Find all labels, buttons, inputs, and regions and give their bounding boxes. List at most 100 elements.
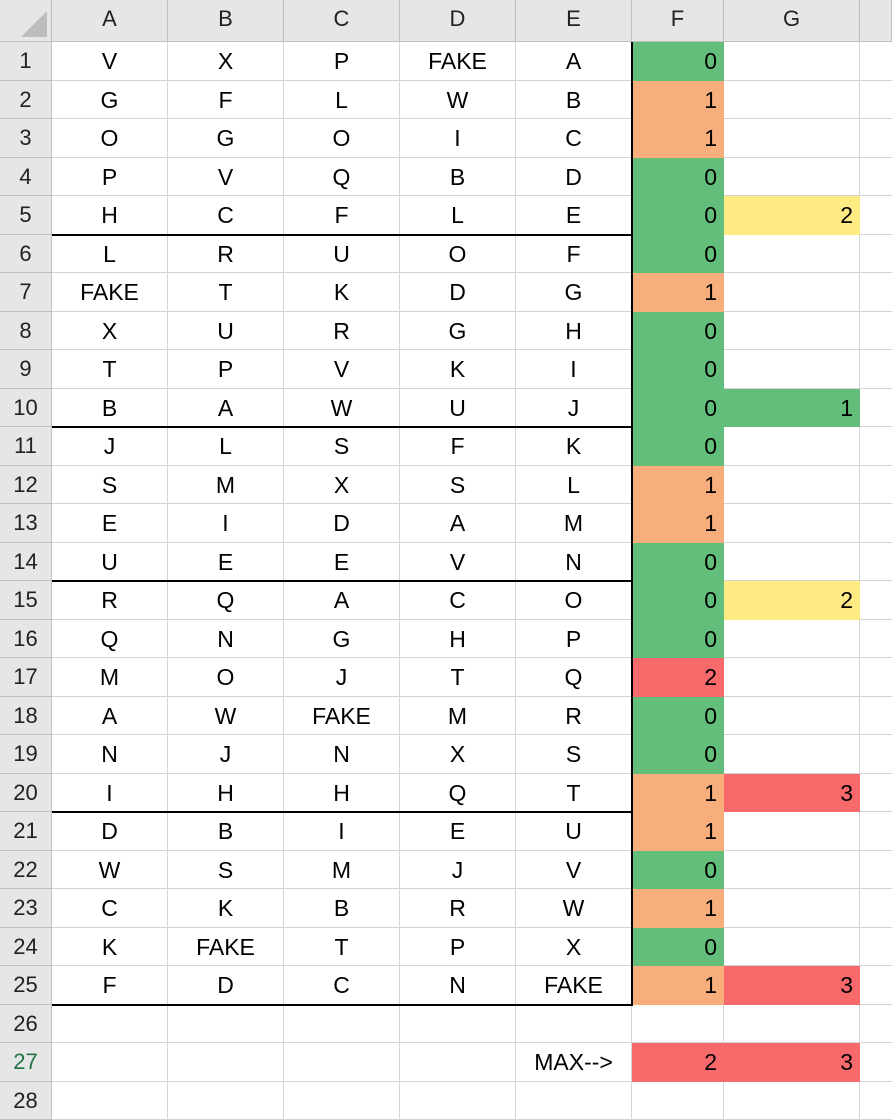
cell-d12[interactable]: S: [400, 466, 516, 505]
cell-e22[interactable]: V: [516, 851, 632, 890]
cell-f25[interactable]: 1: [632, 966, 724, 1005]
cell-d10[interactable]: U: [400, 389, 516, 428]
cell-c19[interactable]: N: [284, 735, 400, 774]
cell-d13[interactable]: A: [400, 504, 516, 543]
row-header-13[interactable]: 13: [0, 504, 52, 543]
cell-d5[interactable]: L: [400, 196, 516, 235]
row-header-6[interactable]: 6: [0, 235, 52, 274]
cell-f10[interactable]: 0: [632, 389, 724, 428]
cell-e2[interactable]: B: [516, 81, 632, 120]
cell-f27[interactable]: 2: [632, 1043, 724, 1082]
row-header-15[interactable]: 15: [0, 581, 52, 620]
cell-g26[interactable]: [724, 1005, 860, 1044]
cell-b4[interactable]: V: [168, 158, 284, 197]
cell-h10[interactable]: [860, 389, 892, 428]
cell-e8[interactable]: H: [516, 312, 632, 351]
cell-f21[interactable]: 1: [632, 812, 724, 851]
cell-d25[interactable]: N: [400, 966, 516, 1005]
cell-h17[interactable]: [860, 658, 892, 697]
cell-h5[interactable]: [860, 196, 892, 235]
cell-d14[interactable]: V: [400, 543, 516, 582]
cell-c12[interactable]: X: [284, 466, 400, 505]
cell-a7[interactable]: FAKE: [52, 273, 168, 312]
cell-g1[interactable]: [724, 42, 860, 81]
cell-b7[interactable]: T: [168, 273, 284, 312]
cell-e21[interactable]: U: [516, 812, 632, 851]
cell-h9[interactable]: [860, 350, 892, 389]
row-header-12[interactable]: 12: [0, 466, 52, 505]
row-header-1[interactable]: 1: [0, 42, 52, 81]
cell-g7[interactable]: [724, 273, 860, 312]
cell-h25[interactable]: [860, 966, 892, 1005]
row-header-27[interactable]: 27: [0, 1043, 52, 1082]
cell-g27[interactable]: 3: [724, 1043, 860, 1082]
cell-e10[interactable]: J: [516, 389, 632, 428]
cell-b19[interactable]: J: [168, 735, 284, 774]
cell-h24[interactable]: [860, 928, 892, 967]
cell-b6[interactable]: R: [168, 235, 284, 274]
cell-b24[interactable]: FAKE: [168, 928, 284, 967]
cell-e26[interactable]: [516, 1005, 632, 1044]
cell-e1[interactable]: A: [516, 42, 632, 81]
cell-c9[interactable]: V: [284, 350, 400, 389]
row-header-20[interactable]: 20: [0, 774, 52, 813]
cell-e7[interactable]: G: [516, 273, 632, 312]
cell-c21[interactable]: I: [284, 812, 400, 851]
cell-e6[interactable]: F: [516, 235, 632, 274]
cell-a8[interactable]: X: [52, 312, 168, 351]
cell-a24[interactable]: K: [52, 928, 168, 967]
cell-g5[interactable]: 2: [724, 196, 860, 235]
cell-g21[interactable]: [724, 812, 860, 851]
cell-d4[interactable]: B: [400, 158, 516, 197]
cell-a20[interactable]: I: [52, 774, 168, 813]
cell-c8[interactable]: R: [284, 312, 400, 351]
cell-f20[interactable]: 1: [632, 774, 724, 813]
cell-g12[interactable]: [724, 466, 860, 505]
cell-d17[interactable]: T: [400, 658, 516, 697]
cell-a21[interactable]: D: [52, 812, 168, 851]
cell-h23[interactable]: [860, 889, 892, 928]
cell-g25[interactable]: 3: [724, 966, 860, 1005]
cell-c27[interactable]: [284, 1043, 400, 1082]
cell-b26[interactable]: [168, 1005, 284, 1044]
cell-a18[interactable]: A: [52, 697, 168, 736]
row-header-14[interactable]: 14: [0, 543, 52, 582]
cell-f15[interactable]: 0: [632, 581, 724, 620]
cell-f19[interactable]: 0: [632, 735, 724, 774]
cell-a26[interactable]: [52, 1005, 168, 1044]
cell-b13[interactable]: I: [168, 504, 284, 543]
column-header-d[interactable]: D: [400, 0, 516, 42]
cell-g24[interactable]: [724, 928, 860, 967]
cell-e5[interactable]: E: [516, 196, 632, 235]
cell-e27[interactable]: MAX-->: [516, 1043, 632, 1082]
cell-f8[interactable]: 0: [632, 312, 724, 351]
cell-a4[interactable]: P: [52, 158, 168, 197]
cell-b12[interactable]: M: [168, 466, 284, 505]
cell-b2[interactable]: F: [168, 81, 284, 120]
cell-c13[interactable]: D: [284, 504, 400, 543]
row-header-26[interactable]: 26: [0, 1005, 52, 1044]
cell-d2[interactable]: W: [400, 81, 516, 120]
cell-c17[interactable]: J: [284, 658, 400, 697]
cell-a19[interactable]: N: [52, 735, 168, 774]
cell-h1[interactable]: [860, 42, 892, 81]
cell-e16[interactable]: P: [516, 620, 632, 659]
cell-d18[interactable]: M: [400, 697, 516, 736]
cell-h13[interactable]: [860, 504, 892, 543]
cell-d6[interactable]: O: [400, 235, 516, 274]
cell-g4[interactable]: [724, 158, 860, 197]
cell-e13[interactable]: M: [516, 504, 632, 543]
row-header-4[interactable]: 4: [0, 158, 52, 197]
cell-a14[interactable]: U: [52, 543, 168, 582]
row-header-21[interactable]: 21: [0, 812, 52, 851]
cell-e24[interactable]: X: [516, 928, 632, 967]
cell-e4[interactable]: D: [516, 158, 632, 197]
cell-f2[interactable]: 1: [632, 81, 724, 120]
cell-b17[interactable]: O: [168, 658, 284, 697]
cell-b23[interactable]: K: [168, 889, 284, 928]
cell-e18[interactable]: R: [516, 697, 632, 736]
cell-a6[interactable]: L: [52, 235, 168, 274]
row-header-2[interactable]: 2: [0, 81, 52, 120]
cell-a11[interactable]: J: [52, 427, 168, 466]
cell-c6[interactable]: U: [284, 235, 400, 274]
